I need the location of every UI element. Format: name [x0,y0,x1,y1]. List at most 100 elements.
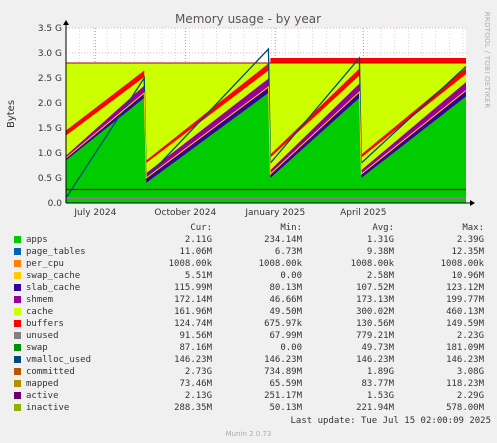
y-axis-arrow [63,20,69,25]
x-axis-arrow [470,200,475,206]
legend-avg: 2.58M [366,271,394,281]
legend-series-name: unused [26,331,59,341]
legend-max: 2.29G [456,391,484,401]
legend-series-name: swap [26,343,48,353]
y-tick-label: 0.5 G [38,174,62,184]
x-ticks: July 2024 October 2024 January 2025 April 2… [73,208,386,218]
series-lines [65,47,467,199]
y-tick-label: 1.5 G [38,124,62,134]
y-tick-label: 3.5 G [38,24,62,34]
legend-min: 6.73M [274,247,302,257]
chart-title: Memory usage - by year [175,12,321,26]
y-ticks: 0.0 0.5 G 1.0 G 1.5 G 2.0 G 2.5 G 3.0 G 3.5 G [38,24,62,209]
legend-row: per_cpu 1008.00k 1008.00k 1008.00k 1008.00k [12,258,490,270]
legend-max: 146.23M [446,355,484,365]
legend-series-name: active [26,391,59,401]
legend-max: 2.23G [456,331,484,341]
legend-swatch [14,248,21,255]
legend-avg: 1.31G [366,235,394,245]
legend-row: vmalloc_used 146.23M 146.23M 146.23M 146.23M [12,354,490,366]
legend-cur: 2.13G [184,391,212,401]
legend-row: buffers 124.74M 675.97k 130.56M 149.59M [12,318,490,330]
legend-header-min: Min: [280,223,302,233]
legend-rows: apps 2.11G 234.14M 1.31G 2.39G page_tables 11.… [12,234,490,414]
legend-avg: 221.94M [356,403,394,413]
legend-min: 49.50M [269,307,302,317]
legend-min: 1008.00k [258,259,302,269]
legend-max: 118.23M [446,379,484,389]
legend-cur: 124.74M [174,319,212,329]
legend-cur: 2.11G [184,235,212,245]
legend-row: slab_cache 115.99M 80.13M 107.52M 123.12M [12,282,490,294]
legend-avg: 49.73M [361,343,394,353]
legend-swatch [14,344,21,351]
legend-row: mapped 73.46M 65.59M 83.77M 118.23M [12,378,490,390]
legend-avg: 130.56M [356,319,394,329]
legend-row: active 2.13G 251.17M 1.53G 2.29G [12,390,490,402]
y-tick-label: 3.0 G [38,49,62,59]
legend-avg: 1.89G [366,367,394,377]
legend-series-name: per_cpu [26,259,64,269]
legend-cur: 2.73G [184,367,212,377]
legend-swatch [14,332,21,339]
legend-min: 67.99M [269,331,302,341]
legend-header-cur: Cur: [190,223,212,233]
legend-cur: 161.96M [174,307,212,317]
legend-swatch [14,320,21,327]
legend-cur: 73.46M [179,379,212,389]
legend-swatch [14,296,21,303]
legend-swatch [14,404,21,411]
legend-series-name: committed [26,367,75,377]
legend-cur: 87.16M [179,343,212,353]
legend-min: 46.66M [269,295,302,305]
legend-max: 2.39G [456,235,484,245]
legend-cur: 172.14M [174,295,212,305]
memory-chart: Memory usage - by year Bytes RRDTOOL / T… [6,12,491,218]
legend-avg: 779.21M [356,331,394,341]
y-tick-label: 0.0 [48,199,63,209]
legend-avg: 83.77M [361,379,394,389]
legend-swatch [14,380,21,387]
legend-swatch [14,356,21,363]
legend-row: unused 91.56M 67.99M 779.21M 2.23G [12,330,490,342]
legend-header-avg: Avg: [372,223,394,233]
legend-avg: 107.52M [356,283,394,293]
legend-avg: 1008.00k [350,259,394,269]
legend-cur: 91.56M [179,331,212,341]
legend-swatch [14,392,21,399]
legend-max: 10.96M [451,271,484,281]
legend-row: swap_cache 5.51M 0.00 2.58M 10.96M [12,270,490,282]
legend-header: Cur: Min: Avg: Max: [12,222,490,234]
last-update: Last update: Tue Jul 15 02:00:09 2025 [290,416,491,426]
legend-min: 80.13M [269,283,302,293]
legend-max: 1008.00k [440,259,484,269]
legend-series-name: shmem [26,295,54,305]
x-tick-label: April 2025 [340,208,386,218]
legend-row: swap 87.16M 0.00 49.73M 181.09M [12,342,490,354]
swap-band [270,58,466,63]
y-axis-label: Bytes [6,100,17,128]
legend-max: 149.59M [446,319,484,329]
x-tick-label: July 2024 [73,208,116,218]
legend-row: apps 2.11G 234.14M 1.31G 2.39G [12,234,490,246]
legend-series-name: apps [26,235,48,245]
legend-series-name: cache [26,307,54,317]
x-tick-label: January 2025 [244,208,305,218]
legend-max: 3.08G [456,367,484,377]
legend-cur: 1008.00k [168,259,212,269]
legend-cur: 11.06M [179,247,212,257]
legend-max: 578.00M [446,403,484,413]
legend-min: 734.89M [264,367,302,377]
legend-swatch [14,260,21,267]
legend-avg: 173.13M [356,295,394,305]
legend-min: 251.17M [264,391,302,401]
y-tick-label: 2.5 G [38,74,62,84]
legend-avg: 300.02M [356,307,394,317]
series-areas [66,58,466,203]
legend-swatch [14,236,21,243]
legend: Cur: Min: Avg: Max: apps 2.11G 234.14M 1.31… [12,222,490,414]
legend-cur: 288.35M [174,403,212,413]
legend-series-name: vmalloc_used [26,355,92,365]
legend-max: 123.12M [446,283,484,293]
legend-row: shmem 172.14M 46.66M 173.13M 199.77M [12,294,490,306]
